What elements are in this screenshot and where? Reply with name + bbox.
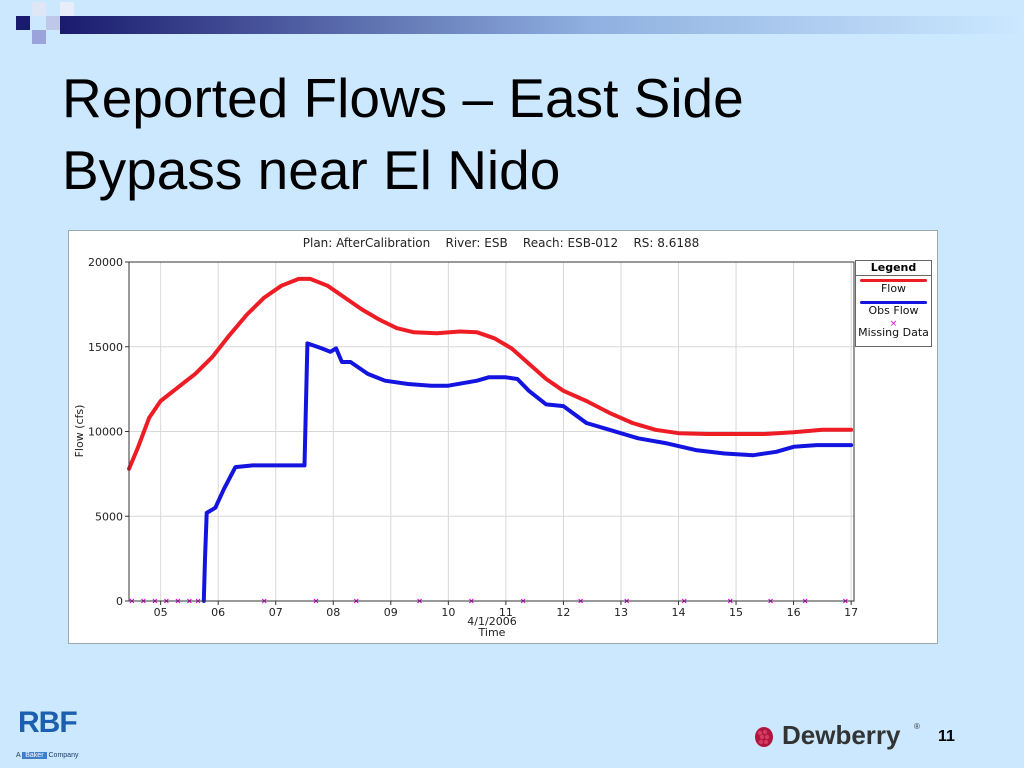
x-tick-label: 08 [326, 606, 340, 619]
slide-title: Reported Flows – East Side Bypass near E… [62, 62, 962, 206]
rbf-tagline-suffix: Company [48, 752, 79, 759]
x-tick-label: 17 [844, 606, 858, 619]
y-tick-label: 0 [116, 595, 123, 608]
legend-label-missing-data: Missing Data [858, 326, 929, 339]
slide-title-line-1: Reported Flows – East Side [62, 67, 744, 129]
title-decoration [16, 2, 1024, 44]
tick-labels: 05 06 07 08 09 10 11 12 13 14 15 16 17 0 5000 10000 1500… [88, 256, 858, 619]
chart-title: Plan: AfterCalibration River: ESB Reach:… [303, 236, 700, 250]
legend-swatch-missing-data: × [889, 319, 898, 329]
x-tick-label: 15 [729, 606, 743, 619]
x-tick-label: 13 [614, 606, 628, 619]
x-tick-label: 10 [441, 606, 455, 619]
y-tick-label: 15000 [88, 341, 123, 354]
x-tick-label: 07 [269, 606, 283, 619]
rbf-logo-tagline: A Baker Company [16, 752, 78, 759]
x-tick-label: 06 [211, 606, 225, 619]
y-tick-label: 10000 [88, 426, 123, 439]
series-line-flow [127, 276, 854, 471]
x-tick-label: 16 [787, 606, 801, 619]
legend-title: Legend [856, 261, 931, 276]
y-axis-label: Flow (cfs) [73, 405, 86, 458]
legend-item-obs-flow: Obs Flow [856, 298, 931, 320]
dewberry-registered-mark: ® [914, 722, 920, 731]
slide-title-line-2: Bypass near El Nido [62, 139, 561, 201]
x-tick-label: 12 [556, 606, 570, 619]
x-tick-label: 05 [154, 606, 168, 619]
x-tick-label: 09 [384, 606, 398, 619]
x-tick-label: 11 [499, 606, 513, 619]
chart-legend: Legend Flow Obs Flow × Missing Data [855, 260, 932, 347]
legend-swatch-flow [860, 279, 927, 282]
grid [129, 261, 854, 602]
rbf-logo: RBF [18, 706, 78, 739]
series-line-obs-flow [201, 341, 854, 603]
chart-frame: Plan: AfterCalibration River: ESB Reach:… [68, 230, 938, 644]
page-number: 11 [938, 728, 955, 745]
x-axis-label: Time [478, 626, 506, 639]
y-tick-label: 20000 [88, 256, 123, 269]
flow-chart: Plan: AfterCalibration River: ESB Reach:… [73, 236, 858, 639]
rbf-tagline-middle: Baker [22, 752, 47, 759]
legend-swatch-obs-flow [860, 301, 927, 304]
series-layer [127, 276, 854, 604]
x-axis-sub-label: 4/1/2006 [467, 615, 516, 628]
legend-label-obs-flow: Obs Flow [868, 304, 919, 317]
legend-item-missing-data: × Missing Data [856, 320, 931, 342]
x-tick-label: 14 [672, 606, 686, 619]
legend-item-flow: Flow [856, 276, 931, 298]
dewberry-berry-icon [755, 727, 773, 747]
y-tick-label: 5000 [95, 510, 123, 523]
dewberry-logo: Dewberry [782, 720, 901, 750]
legend-label-flow: Flow [880, 282, 907, 295]
rbf-tagline-prefix: A [16, 752, 21, 759]
